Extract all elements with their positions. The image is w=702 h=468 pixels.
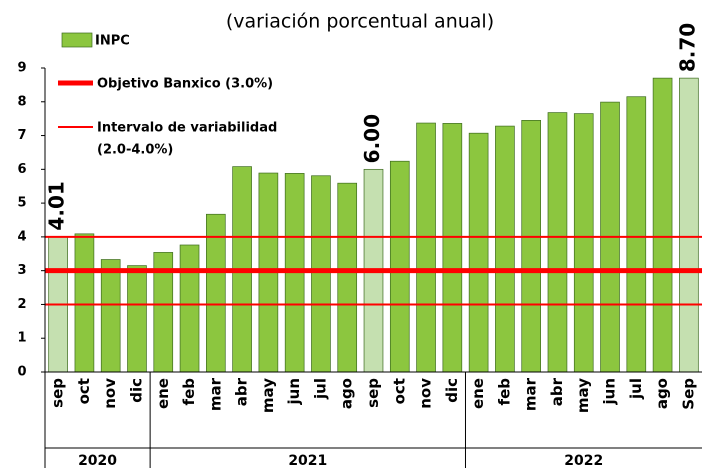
x-tick-label: feb (180, 378, 198, 406)
bar (127, 265, 147, 373)
data-label: 6.00 (360, 114, 384, 163)
x-tick-label: jun (601, 378, 619, 406)
bar (521, 120, 541, 373)
bar (74, 233, 95, 373)
legend-label: Intervalo de variabilidad (97, 121, 277, 136)
bar (679, 77, 699, 373)
data-label: 8.70 (675, 23, 699, 72)
y-tick-label: 5 (17, 196, 26, 211)
group-label: 2020 (78, 453, 117, 468)
bar (495, 125, 515, 373)
data-label: 4.01 (45, 181, 69, 230)
bar (442, 123, 463, 373)
bar (337, 182, 358, 373)
x-tick-label: mar (206, 377, 224, 411)
legend-label: Objetivo Banxico (3.0%) (97, 77, 273, 92)
bar (626, 96, 647, 373)
bar (389, 160, 410, 373)
x-tick-label: Sep (679, 378, 697, 410)
legend-swatch (61, 32, 93, 48)
x-tick-label: ago (338, 378, 356, 409)
x-tick-label: feb (495, 378, 513, 406)
y-tick-label: 9 (17, 61, 26, 76)
y-tick-label: 3 (17, 263, 26, 278)
y-tick-label: 2 (17, 297, 26, 312)
y-tick-label: 6 (17, 162, 26, 177)
y-tick-label: 8 (17, 94, 26, 109)
chart-subtitle: (variación porcentual anual) (226, 11, 494, 33)
bar (206, 213, 226, 373)
x-tick-label: nov (101, 378, 119, 409)
group-label: 2021 (288, 453, 327, 468)
legend-label: INPC (95, 34, 130, 49)
x-tick-label: abr (548, 377, 566, 406)
x-tick-label: jul (627, 378, 645, 400)
bar (311, 175, 331, 373)
bar (547, 112, 568, 373)
y-tick-label: 7 (17, 128, 26, 143)
x-tick-label: ene (154, 378, 172, 409)
x-tick-label: dic (443, 378, 461, 403)
bar (100, 259, 121, 373)
bar (416, 122, 436, 373)
x-tick-label: oct (390, 378, 408, 404)
bar (468, 132, 489, 373)
x-tick-label: ago (653, 378, 671, 409)
x-tick-label: ene (469, 378, 487, 409)
bar (652, 77, 673, 373)
x-tick-label: jun (285, 378, 303, 406)
bar (179, 244, 200, 373)
x-tick-label: may (574, 378, 592, 413)
x-tick-label: oct (75, 378, 93, 404)
x-tick-label: sep (364, 378, 382, 408)
y-tick-label: 0 (17, 365, 26, 380)
x-tick-label: sep (49, 378, 67, 408)
legend-label: (2.0-4.0%) (97, 143, 173, 158)
bar (573, 113, 594, 373)
y-tick-label: 1 (17, 331, 26, 346)
y-tick-label: 4 (17, 229, 26, 244)
x-tick-label: may (259, 378, 277, 413)
x-tick-label: abr (233, 377, 251, 406)
x-tick-label: jul (311, 378, 329, 400)
group-label: 2022 (564, 453, 603, 468)
x-tick-label: mar (522, 377, 540, 411)
x-tick-label: nov (417, 378, 435, 409)
x-tick-label: dic (127, 378, 145, 403)
